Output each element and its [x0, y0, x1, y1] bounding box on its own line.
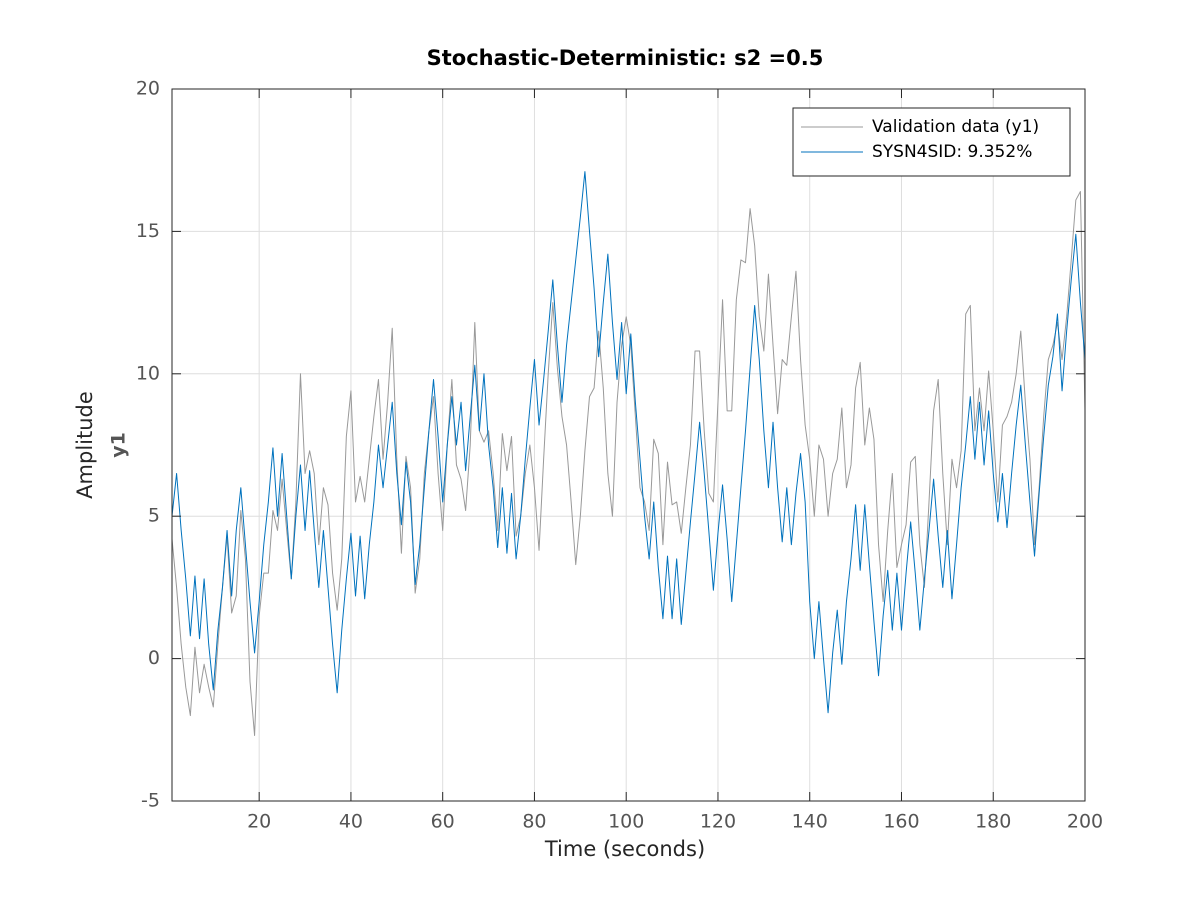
ticks: 20 40 60 80 100 120 140 160 180 200 -5 0 5 10 15 20: [136, 78, 1103, 833]
x-tick-label: 120: [700, 811, 736, 833]
x-tick-label: 180: [975, 811, 1011, 833]
legend-label: SYSN4SID: 9.352%: [872, 142, 1032, 162]
chart-title: Stochastic-Deterministic: s2 =0.5: [427, 46, 824, 70]
x-tick-label: 100: [608, 811, 644, 833]
x-tick-label: 40: [339, 811, 363, 833]
y-tick-label: 5: [148, 505, 160, 527]
data-line: [171, 191, 1086, 736]
lines: [171, 171, 1086, 736]
x-tick-label: 60: [431, 811, 455, 833]
legend: Validation data (y1) SYSN4SID: 9.352%: [792, 107, 1071, 177]
legend-label: Validation data (y1): [872, 117, 1039, 137]
x-tick-label: 20: [247, 811, 271, 833]
y-tick-label: 20: [136, 78, 160, 100]
axes-box: [171, 88, 1086, 802]
y-tick-label: 0: [148, 647, 160, 669]
y-axis-label: Amplitude: [73, 391, 97, 499]
y-tick-label: 10: [136, 362, 160, 384]
x-axis-label: Time (seconds): [544, 837, 705, 861]
y-tick-label: -5: [141, 790, 160, 812]
x-tick-label: 140: [792, 811, 828, 833]
y-axis-sublabel: y1: [108, 432, 130, 458]
plot-area: [172, 89, 1085, 801]
x-tick-label: 200: [1067, 811, 1103, 833]
legend-box: [792, 107, 1071, 177]
data-line: [171, 171, 1086, 714]
y-tick-label: 15: [136, 220, 160, 242]
x-tick-label: 80: [522, 811, 546, 833]
x-tick-label: 160: [883, 811, 919, 833]
